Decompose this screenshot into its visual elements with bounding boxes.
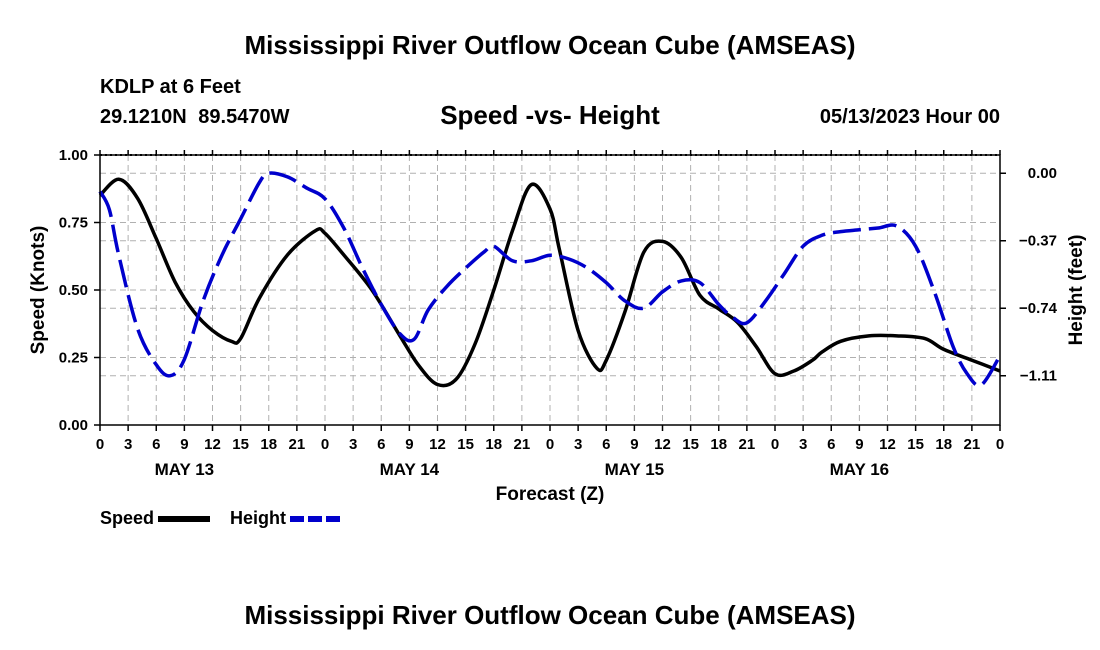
y-tick-label: 1.00 <box>59 147 88 164</box>
x-tick-label: 9 <box>405 436 413 453</box>
station-label: KDLP at 6 Feet <box>100 76 241 98</box>
legend-height-label: Height <box>230 508 286 528</box>
x-tick-label: 3 <box>799 436 807 453</box>
x-tick-label: 12 <box>429 436 446 453</box>
y2-tick-label: −0.74 <box>1019 300 1058 317</box>
x-day-label: MAY 14 <box>380 460 440 479</box>
x-day-label: MAY 13 <box>155 460 215 479</box>
x-tick-label: 18 <box>710 436 727 453</box>
y-tick-label: 0.00 <box>59 417 88 434</box>
grid <box>100 155 1000 425</box>
x-tick-label: 15 <box>232 436 249 453</box>
x-tick-label: 12 <box>204 436 221 453</box>
y2-tick-label: 0.00 <box>1028 165 1057 182</box>
x-tick-label: 0 <box>996 436 1004 453</box>
x-tick-label: 15 <box>457 436 474 453</box>
x-tick-label: 6 <box>827 436 835 453</box>
x-tick-label: 0 <box>771 436 779 453</box>
x-tick-label: 0 <box>96 436 104 453</box>
legend-speed: Speed <box>100 508 211 529</box>
legend-height-swatch <box>290 515 342 522</box>
y2-tick-label: −0.37 <box>1019 233 1057 250</box>
x-tick-label: 0 <box>546 436 554 453</box>
x-tick-label: 3 <box>349 436 357 453</box>
x-tick-label: 0 <box>321 436 329 453</box>
x-tick-label: 12 <box>654 436 671 453</box>
y-tick-label: 0.75 <box>59 215 88 232</box>
y2-axis-label: Height (feet) <box>1066 235 1087 346</box>
x-tick-label: 6 <box>377 436 385 453</box>
x-tick-label: 9 <box>630 436 638 453</box>
x-tick-label: 18 <box>485 436 502 453</box>
x-tick-label: 3 <box>124 436 132 453</box>
x-tick-label: 3 <box>574 436 582 453</box>
x-tick-label: 12 <box>879 436 896 453</box>
footer-title: Mississippi River Outflow Ocean Cube (AM… <box>244 600 856 630</box>
x-axis-label: Forecast (Z) <box>496 484 605 505</box>
x-tick-label: 21 <box>289 436 306 453</box>
series-layer <box>98 171 1002 388</box>
y2-tick-label: −1.11 <box>1020 368 1057 385</box>
x-day-label: MAY 15 <box>605 460 665 479</box>
chart-title: Mississippi River Outflow Ocean Cube (AM… <box>244 30 856 60</box>
series-line-speed <box>98 177 1001 388</box>
x-tick-label: 21 <box>739 436 756 453</box>
x-tick-label: 9 <box>855 436 863 453</box>
y-tick-label: 0.25 <box>59 350 88 367</box>
x-tick-label: 21 <box>514 436 531 453</box>
y-tick-label: 0.50 <box>59 282 88 299</box>
chart-subtitle: Speed -vs- Height <box>440 100 660 130</box>
forecast-datetime: 05/13/2023 Hour 00 <box>819 106 1000 128</box>
station-coordinates: 29.1210N 89.5470W <box>100 106 290 128</box>
x-tick-label: 6 <box>602 436 610 453</box>
x-tick-label: 18 <box>935 436 952 453</box>
legend-height: Height <box>230 508 342 529</box>
x-tick-label: 15 <box>682 436 699 453</box>
series-line-height <box>98 171 1002 388</box>
legend-speed-label: Speed <box>100 508 155 528</box>
x-tick-label: 9 <box>180 436 188 453</box>
y-axis-label: Speed (Knots) <box>28 226 49 355</box>
x-day-label: MAY 16 <box>830 460 890 479</box>
x-tick-label: 18 <box>260 436 277 453</box>
legend-speed-swatch <box>158 515 211 522</box>
x-tick-label: 21 <box>964 436 981 453</box>
x-tick-label: 6 <box>152 436 160 453</box>
axes: 0 3 6 9 12 15 18 21 0 3 6 9 12 15 18 21 0 3 6 9 12 15 18 21 0 3 6 9… <box>28 147 1087 505</box>
x-tick-label: 15 <box>907 436 924 453</box>
